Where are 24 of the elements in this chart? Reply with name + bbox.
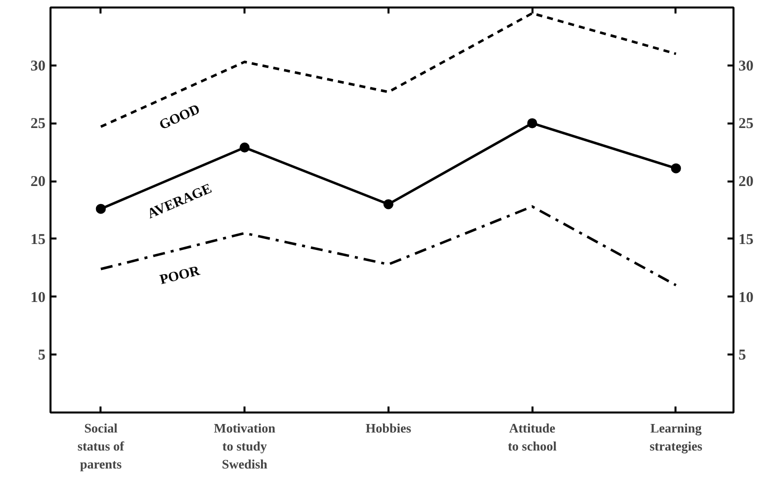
x-tick-label: Learning strategies [650,420,702,454]
x-tick-label: Motivation to study Swedish [214,420,276,472]
text: GOOD [157,102,202,134]
point [96,204,106,214]
y2-tick-label: 15 [738,232,754,248]
y2-tick-label: 20 [738,174,754,190]
point [670,163,681,174]
y-tick-label: 30 [30,58,46,74]
y-tick-label: 5 [38,348,46,364]
y-tick-label: 10 [30,290,46,306]
y-tick-label: 25 [30,116,46,132]
x-tick-label: Attitude to school [508,420,557,454]
point [383,199,394,210]
text: POOR [158,264,202,288]
y2-tick-label: 30 [738,58,754,74]
x-tick-label: Hobbies [366,420,412,436]
y2-tick-label: 5 [738,348,746,364]
y-tick-label: 20 [30,174,46,190]
y2-tick-label: 25 [738,116,754,132]
point [527,118,538,128]
y-tick-label: 15 [30,232,46,248]
x-tick-label: Social status of parents [78,420,125,472]
y2-tick-label: 10 [738,290,754,306]
point [240,142,250,153]
